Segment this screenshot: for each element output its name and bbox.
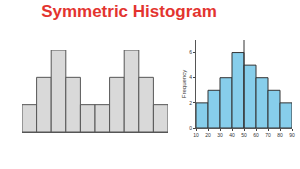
svg-text:Symmetric Histogram: Symmetric Histogram <box>41 2 217 21</box>
svg-text:90: 90 <box>289 132 295 138</box>
svg-text:50: 50 <box>241 132 247 138</box>
svg-text:60: 60 <box>253 132 259 138</box>
svg-text:4: 4 <box>189 74 192 80</box>
svg-text:20: 20 <box>205 132 211 138</box>
svg-text:40: 40 <box>229 132 235 138</box>
svg-text:2: 2 <box>189 100 192 106</box>
svg-text:30: 30 <box>217 132 223 138</box>
svg-text:0: 0 <box>189 125 192 131</box>
svg-text:6: 6 <box>189 49 192 55</box>
svg-text:70: 70 <box>265 132 271 138</box>
svg-text:80: 80 <box>277 132 283 138</box>
svg-text:10: 10 <box>193 132 199 138</box>
svg-text:Frequency: Frequency <box>181 70 187 98</box>
